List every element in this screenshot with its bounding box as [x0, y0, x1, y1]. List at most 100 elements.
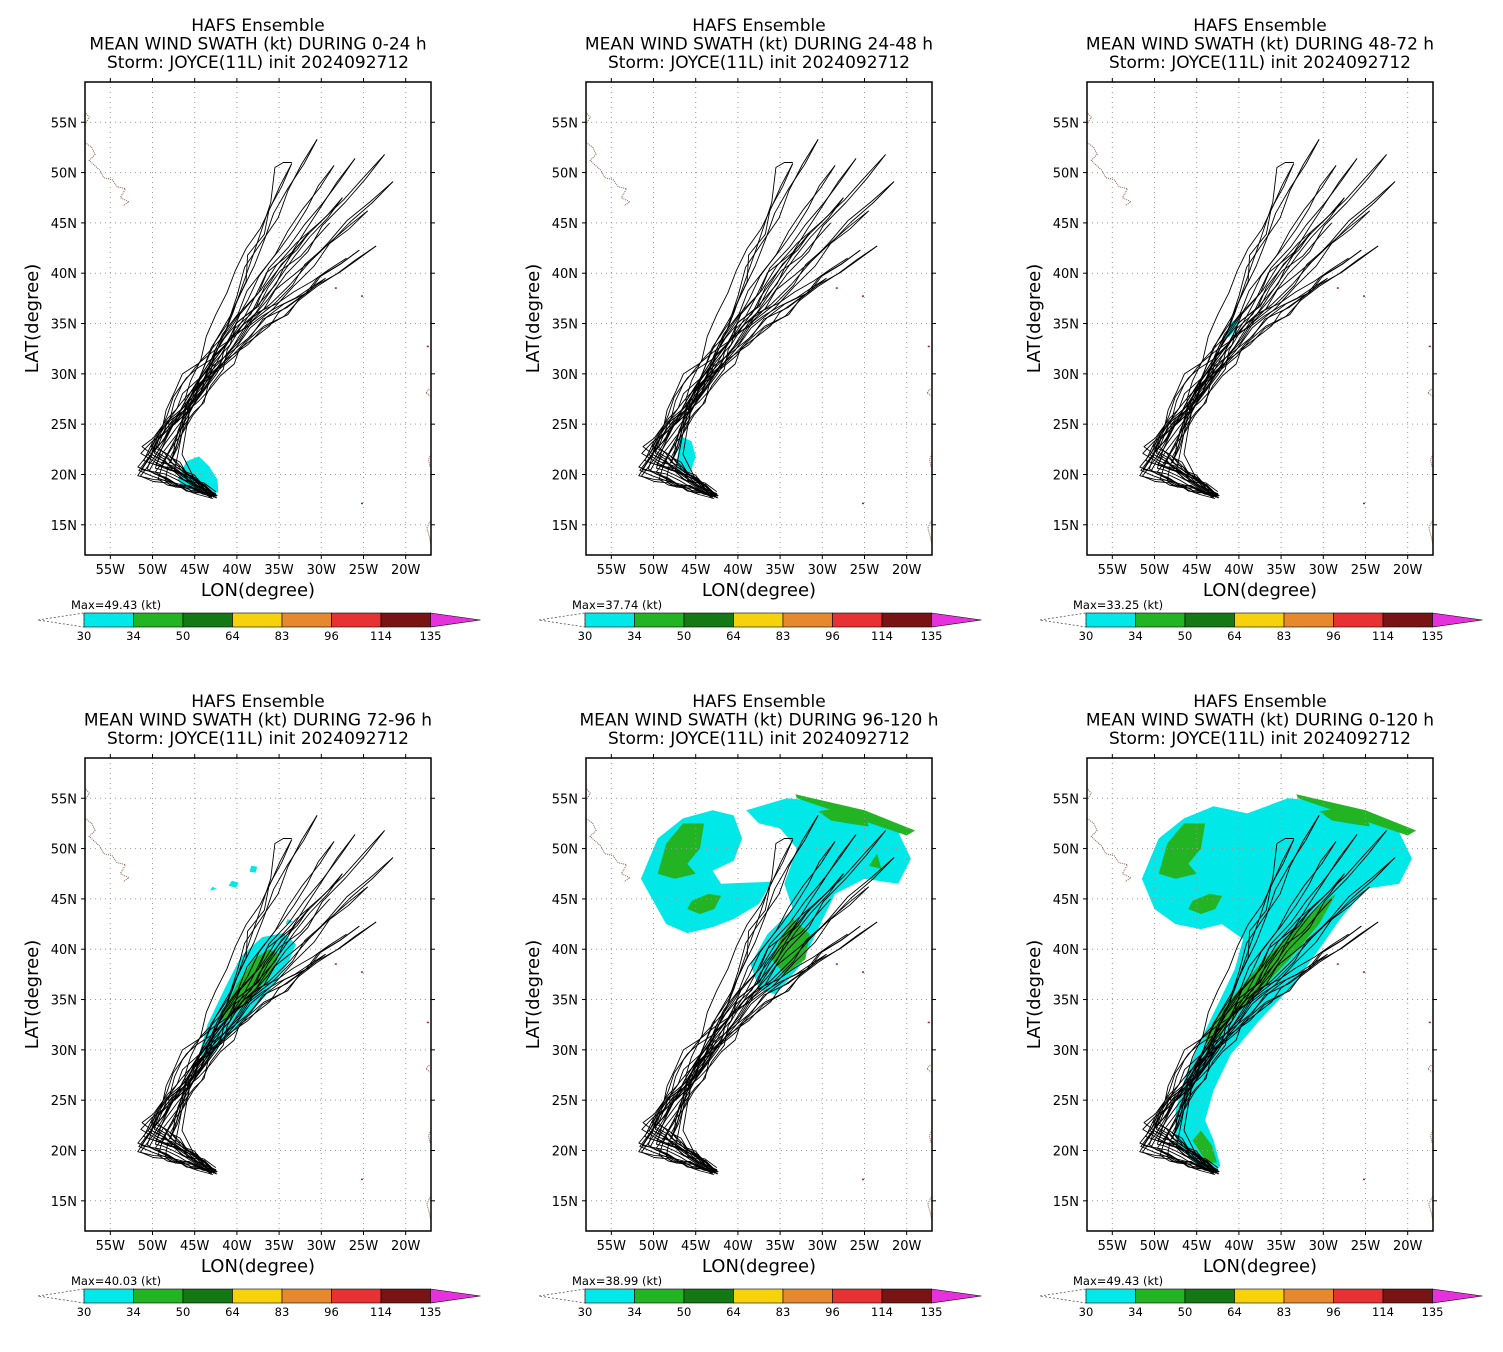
- y-tick-label: 40N: [1053, 267, 1079, 282]
- y-tick-label: 20N: [51, 1144, 77, 1159]
- colorbar-segment: [1184, 1288, 1235, 1304]
- colorbar-under-arrow: [37, 1288, 85, 1304]
- colorbar: Max=40.03 (kt) 30 34 50 64 83 96 114 135: [37, 1274, 481, 1319]
- ensemble-track: [655, 222, 832, 497]
- ensemble-track: [642, 886, 870, 1171]
- colorbar-segment: [733, 1288, 784, 1304]
- y-axis-label: LAT(degree): [22, 940, 43, 1049]
- y-axis-label: LAT(degree): [1024, 264, 1045, 373]
- y-tick-label: 15N: [552, 1195, 578, 1210]
- colorbar-over-arrow: [1432, 612, 1483, 628]
- ensemble-track: [1145, 257, 1349, 494]
- panel-title-line: Storm: JOYCE(11L) init 2024092712: [1109, 729, 1411, 749]
- x-tick-label: 50W: [639, 563, 669, 578]
- colorbar-level-label: 83: [776, 1305, 791, 1319]
- ensemble-track: [1183, 838, 1294, 1171]
- y-tick-label: 25N: [1053, 418, 1079, 433]
- map-area: [586, 82, 932, 555]
- colorbar-under-arrow: [538, 1288, 586, 1304]
- x-tick-label: 40W: [723, 1239, 753, 1254]
- wind-swath-34kt: [868, 853, 882, 869]
- ensemble-track: [655, 898, 832, 1173]
- colorbar-segment: [683, 612, 734, 628]
- y-tick-label: 15N: [1053, 1195, 1079, 1210]
- map-frame: [585, 757, 933, 1232]
- ensemble-track: [164, 139, 318, 496]
- colorbar-segment: [683, 1288, 734, 1304]
- ensemble-track: [181, 162, 292, 495]
- colorbar-level-label: 135: [420, 1305, 442, 1319]
- colorbar-level-label: 30: [77, 1305, 92, 1319]
- x-tick-label: 30W: [307, 563, 337, 578]
- y-tick-label: 45N: [51, 217, 77, 232]
- y-tick-label: 55N: [552, 116, 578, 131]
- coastline: [426, 519, 431, 546]
- map-area: [1087, 82, 1433, 555]
- colorbar-segment: [782, 612, 833, 628]
- wind-swath-30kt: [249, 865, 258, 873]
- y-tick-label: 50N: [1053, 843, 1079, 858]
- colorbar-level-label: 30: [578, 629, 593, 643]
- y-tick-label: 20N: [552, 468, 578, 483]
- colorbar-level-label: 83: [275, 1305, 290, 1319]
- coastline: [1087, 817, 1132, 883]
- wind-swath-30kt: [209, 886, 217, 891]
- coastline: [85, 817, 130, 883]
- panel-title-line: HAFS Ensemble: [692, 692, 825, 712]
- x-tick-label: 30W: [307, 1239, 337, 1254]
- map-area: [85, 82, 431, 555]
- ensemble-track: [1154, 249, 1362, 499]
- y-tick-label: 35N: [552, 994, 578, 1009]
- colorbar-segment: [83, 612, 134, 628]
- max-wind-label: Max=40.03 (kt): [71, 1274, 161, 1288]
- ensemble-track: [1166, 139, 1320, 496]
- colorbar-level-label: 50: [176, 629, 191, 643]
- colorbar-segment: [133, 612, 184, 628]
- y-tick-label: 35N: [1053, 318, 1079, 333]
- colorbar-segment: [634, 1288, 685, 1304]
- coastline: [426, 1195, 431, 1222]
- max-wind-label: Max=33.25 (kt): [1073, 598, 1163, 612]
- colorbar-segment: [281, 612, 332, 628]
- ensemble-track: [169, 181, 394, 498]
- colorbar-level-label: 135: [420, 629, 442, 643]
- island: [1362, 295, 1365, 297]
- y-tick-label: 50N: [552, 167, 578, 182]
- ensemble-track: [674, 886, 869, 1171]
- coastline: [425, 388, 431, 397]
- ensemble-track: [173, 210, 368, 495]
- x-tick-label: 35W: [765, 1239, 795, 1254]
- ensemble-track: [654, 815, 819, 1173]
- colorbar: Max=37.74 (kt) 30 34 50 64 83 96 114 135: [538, 598, 982, 643]
- colorbar-segment: [1135, 1288, 1186, 1304]
- colorbar-segment: [331, 1288, 382, 1304]
- colorbar-level-label: 64: [1227, 1305, 1242, 1319]
- x-tick-label: 35W: [264, 563, 294, 578]
- x-tick-label: 25W: [349, 1239, 379, 1254]
- ensemble-track: [153, 815, 318, 1173]
- panel-title-line: HAFS Ensemble: [1193, 692, 1326, 712]
- y-tick-label: 25N: [552, 418, 578, 433]
- y-tick-label: 30N: [51, 1044, 77, 1059]
- y-tick-label: 25N: [1053, 1094, 1079, 1109]
- map-frame: [585, 81, 933, 556]
- y-tick-label: 25N: [51, 1094, 77, 1109]
- colorbar-level-label: 96: [1326, 1305, 1341, 1319]
- colorbar-over-arrow: [931, 612, 982, 628]
- y-tick-label: 30N: [51, 368, 77, 383]
- ensemble-track: [642, 210, 870, 495]
- wind-swath-34kt: [657, 823, 705, 879]
- coastline: [85, 141, 130, 207]
- colorbar-level-label: 50: [677, 1305, 692, 1319]
- ensemble-track: [641, 953, 827, 1173]
- coastline: [1427, 1064, 1433, 1073]
- ensemble-track: [1159, 181, 1396, 498]
- y-tick-label: 40N: [1053, 943, 1079, 958]
- coastline: [425, 1064, 431, 1073]
- colorbar-level-label: 30: [578, 1305, 593, 1319]
- colorbar-segment: [232, 1288, 283, 1304]
- colorbar-level-label: 96: [825, 1305, 840, 1319]
- colorbar-level-label: 114: [370, 629, 392, 643]
